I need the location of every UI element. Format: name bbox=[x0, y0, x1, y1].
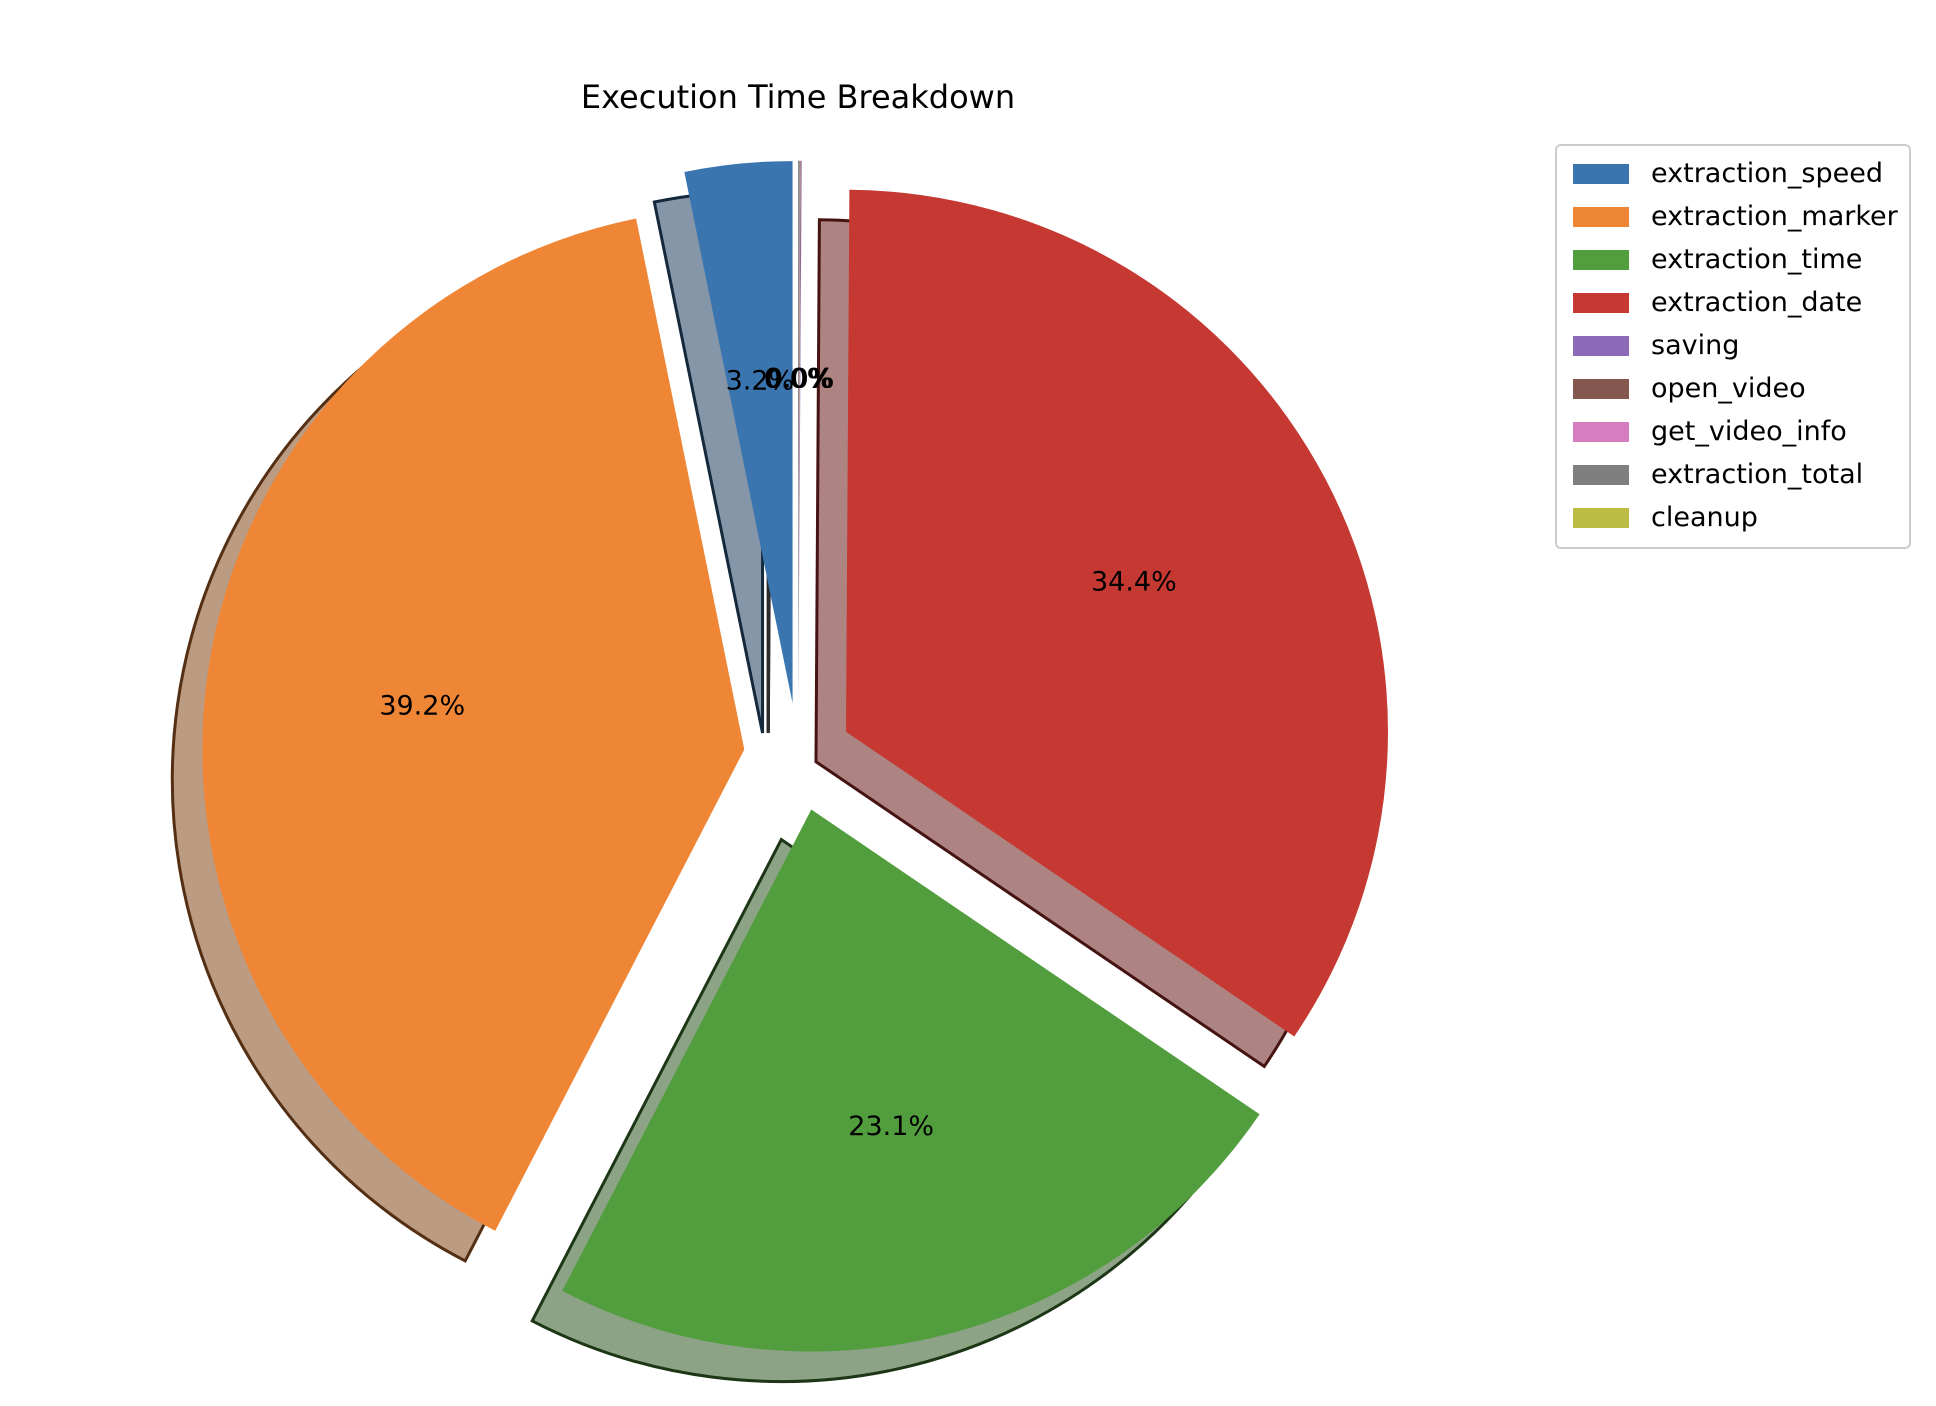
pie-slice-extraction-total bbox=[798, 160, 800, 703]
slice-label-saving: 0.0% bbox=[766, 364, 835, 395]
legend-swatch bbox=[1573, 421, 1629, 442]
legend-item-extraction-marker: extraction_marker bbox=[1557, 195, 1909, 238]
chart-title: Execution Time Breakdown bbox=[580, 78, 1016, 116]
pie-slice-get-video-info bbox=[798, 160, 801, 703]
legend-swatch bbox=[1573, 507, 1629, 528]
legend-swatch bbox=[1573, 249, 1629, 270]
legend-item-saving: saving bbox=[1557, 324, 1909, 367]
pie-slice-extraction-date bbox=[845, 189, 1388, 1037]
slice-label-extraction-date: 34.4% bbox=[1091, 567, 1177, 598]
legend-swatch bbox=[1573, 464, 1629, 485]
pie-slice-extraction-time bbox=[562, 809, 1260, 1352]
slice-label-extraction-marker: 39.2% bbox=[379, 691, 465, 722]
slice-label-get-video-info: 0.0% bbox=[765, 364, 834, 395]
legend-item-get-video-info: get_video_info bbox=[1557, 410, 1909, 453]
legend-label: extraction_date bbox=[1651, 287, 1863, 318]
pie-slice-extraction-speed bbox=[684, 161, 793, 704]
slice-label-open-video: 0.0% bbox=[765, 364, 834, 395]
legend-label: cleanup bbox=[1651, 502, 1758, 533]
legend-swatch bbox=[1573, 163, 1629, 184]
slice-label-extraction-speed: 3.2% bbox=[726, 366, 795, 397]
legend-item-extraction-total: extraction_total bbox=[1557, 453, 1909, 496]
legend-label: get_video_info bbox=[1651, 416, 1847, 447]
legend-item-extraction-speed: extraction_speed bbox=[1557, 152, 1909, 195]
pie-slice-open-video bbox=[798, 160, 801, 703]
pie-slice-extraction-marker bbox=[202, 218, 745, 1231]
slice-label-extraction-time: 23.1% bbox=[848, 1111, 934, 1142]
legend-label: extraction_speed bbox=[1651, 158, 1883, 189]
legend-label: extraction_total bbox=[1651, 459, 1864, 490]
legend-label: open_video bbox=[1651, 373, 1806, 404]
legend-label: extraction_marker bbox=[1651, 201, 1898, 232]
legend-item-cleanup: cleanup bbox=[1557, 496, 1909, 539]
legend-item-extraction-date: extraction_date bbox=[1557, 281, 1909, 324]
legend-swatch bbox=[1573, 206, 1629, 227]
legend-swatch bbox=[1573, 378, 1629, 399]
legend-swatch bbox=[1573, 292, 1629, 313]
pie-slice-saving bbox=[798, 160, 802, 703]
slice-label-extraction-total: 0.0% bbox=[764, 364, 833, 395]
legend-swatch bbox=[1573, 335, 1629, 356]
legend-label: saving bbox=[1651, 330, 1740, 361]
legend-label: extraction_time bbox=[1651, 244, 1863, 275]
legend-item-open-video: open_video bbox=[1557, 367, 1909, 410]
legend-item-extraction-time: extraction_time bbox=[1557, 238, 1909, 281]
slice-label-cleanup: 0.0% bbox=[764, 364, 833, 395]
